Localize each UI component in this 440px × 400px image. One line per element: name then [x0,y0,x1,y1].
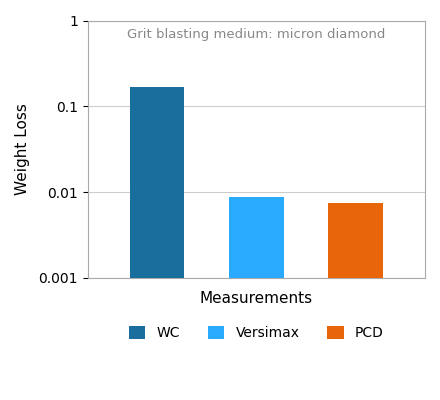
Bar [130,86,184,400]
Bar [328,203,383,400]
Bar [229,197,283,400]
Y-axis label: Weight Loss: Weight Loss [15,103,30,195]
Text: Grit blasting medium: micron diamond: Grit blasting medium: micron diamond [127,28,385,41]
Legend: WC, Versimax, PCD: WC, Versimax, PCD [123,321,389,346]
X-axis label: Measurements: Measurements [200,291,313,306]
